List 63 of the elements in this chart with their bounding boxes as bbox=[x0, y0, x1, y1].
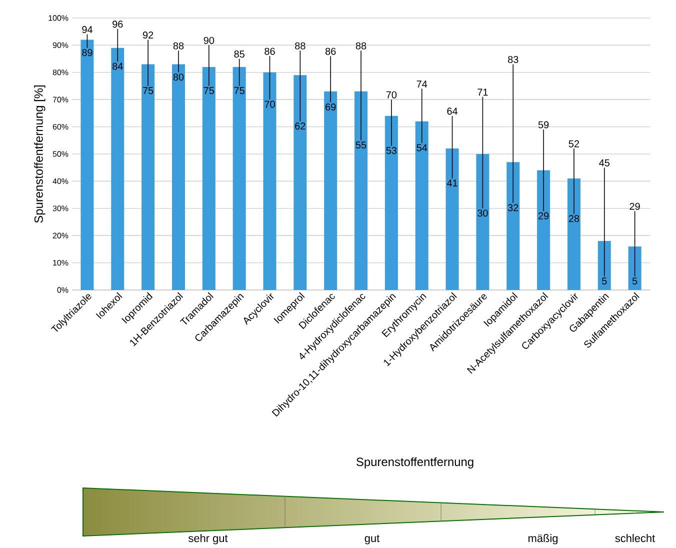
annotation: 88 bbox=[173, 42, 184, 50]
text: gut bbox=[364, 534, 380, 544]
annotation: 29 bbox=[630, 202, 640, 210]
bar bbox=[567, 178, 580, 290]
annotation: 70 bbox=[386, 91, 397, 98]
bar bbox=[232, 66, 246, 290]
y-axis-title: Spurenstoffentfernung [%] bbox=[34, 86, 46, 223]
annotation: 90 bbox=[204, 36, 214, 44]
annotation: 70 bbox=[264, 100, 275, 108]
bar bbox=[384, 116, 398, 290]
annotation: 75 bbox=[143, 87, 154, 94]
annotation: 32 bbox=[508, 204, 518, 212]
annotation: 5 bbox=[602, 278, 607, 285]
annotation: 74 bbox=[416, 80, 428, 88]
annotation: 53 bbox=[386, 147, 397, 154]
bar bbox=[506, 162, 520, 290]
annotation: 71 bbox=[478, 88, 488, 96]
bar bbox=[263, 72, 276, 290]
annotation: 75 bbox=[234, 87, 244, 94]
annotation: 5 bbox=[632, 278, 638, 285]
annotation: 80 bbox=[173, 74, 184, 81]
bar bbox=[202, 66, 216, 290]
annotation: 85 bbox=[234, 50, 244, 58]
bar bbox=[598, 241, 611, 290]
bar bbox=[415, 121, 428, 290]
annotation: 89 bbox=[82, 49, 92, 56]
annotation: 86 bbox=[325, 48, 336, 55]
bar bbox=[111, 48, 124, 290]
annotation: 92 bbox=[142, 32, 154, 39]
bar bbox=[446, 148, 459, 290]
text: schlecht bbox=[615, 534, 656, 542]
annotation: 29 bbox=[538, 212, 549, 220]
annotation: 88 bbox=[356, 42, 366, 50]
bar bbox=[172, 64, 185, 290]
bar bbox=[324, 91, 338, 290]
text: mäßig bbox=[528, 534, 558, 544]
bar bbox=[142, 64, 155, 290]
annotation: 52 bbox=[568, 140, 580, 148]
annotation: 75 bbox=[204, 87, 214, 94]
annotation: 41 bbox=[446, 180, 458, 187]
bar bbox=[476, 154, 490, 290]
annotation: 28 bbox=[568, 215, 580, 222]
annotation: 69 bbox=[326, 104, 336, 111]
annotation: 64 bbox=[447, 108, 458, 115]
bar bbox=[294, 75, 307, 290]
bar bbox=[537, 170, 550, 290]
annotation: 88 bbox=[295, 42, 306, 50]
annotation: 86 bbox=[264, 48, 275, 55]
annotation: 54 bbox=[416, 144, 428, 152]
annotation: 55 bbox=[356, 142, 366, 149]
bar bbox=[354, 91, 368, 290]
bar bbox=[628, 246, 642, 290]
annotation: 59 bbox=[538, 121, 549, 128]
text: sehr gut bbox=[188, 534, 228, 544]
annotation: 83 bbox=[508, 56, 518, 64]
annotation: 84 bbox=[112, 62, 123, 70]
annotation: 45 bbox=[599, 159, 610, 166]
annotation: 94 bbox=[82, 26, 92, 34]
text: Spurenstoffentfernung bbox=[356, 457, 474, 468]
annotation: 62 bbox=[295, 122, 306, 130]
annotation: 96 bbox=[112, 20, 123, 28]
bar bbox=[80, 40, 94, 290]
annotation: 30 bbox=[478, 210, 488, 217]
